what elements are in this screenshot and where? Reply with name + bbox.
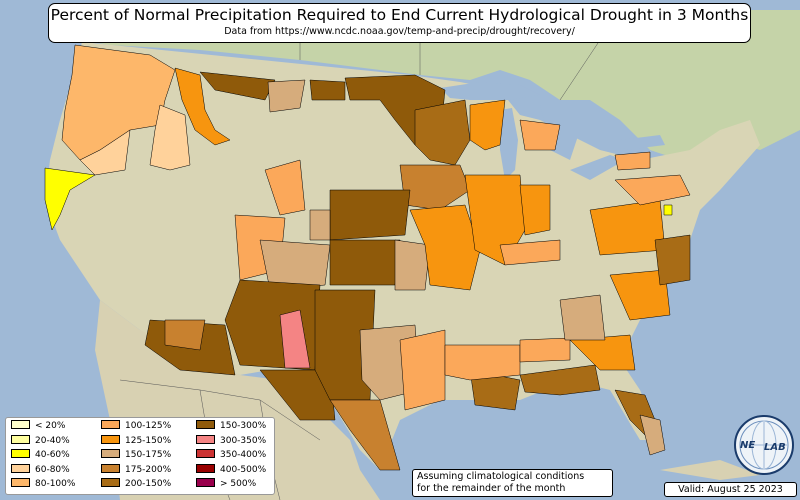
lake-ontario (620, 135, 665, 150)
region-montana-brown (199, 71, 276, 101)
legend-item: 20-40% (11, 434, 70, 447)
region-oklahoma-brown (329, 239, 401, 286)
legend-swatch (196, 478, 215, 487)
region-texas-orange (399, 329, 446, 411)
region-indiana (519, 184, 551, 236)
region-oklahoma-tan (394, 239, 431, 291)
legend-item: 150-175% (101, 449, 172, 461)
lake-michigan (500, 108, 518, 180)
region-michigan (469, 99, 506, 151)
legend-swatch (101, 449, 120, 458)
legend-swatch (196, 449, 215, 458)
legend-item: 200-150% (101, 478, 172, 490)
legend-swatch (196, 420, 215, 429)
region-kansas-brown (329, 189, 411, 241)
legend-label: < 20% (35, 421, 66, 431)
legend: < 20% 20-40% 40-60% 60-80% 80-100% 100-125% 12… (5, 417, 275, 495)
nelab-logo-icon: NE LAB (734, 415, 794, 475)
map-subtitle: Data from https://www.ncdc.noaa.gov/temp… (224, 26, 575, 37)
legend-item: 175-200% (101, 463, 172, 476)
region-michigan-east (519, 119, 561, 151)
legend-label: 200-150% (125, 479, 172, 489)
legend-swatch (101, 463, 120, 473)
region-virginia (589, 199, 666, 256)
region-arizona-tan (164, 319, 206, 351)
legend-label: 80-100% (35, 479, 76, 489)
legend-swatch (101, 420, 120, 429)
map-title: Percent of Normal Precipitation Required… (50, 6, 749, 24)
legend-swatch (11, 463, 30, 473)
region-washington-yellow (44, 167, 96, 231)
region-gulf-coast (519, 364, 601, 396)
region-maryland (663, 204, 673, 216)
legend-swatch (11, 478, 30, 487)
logo-text-right: LAB (764, 442, 786, 453)
region-new-england (614, 151, 651, 171)
legend-item: 80-100% (11, 478, 76, 490)
legend-label: 400-500% (220, 464, 267, 475)
legend-item: 400-500% (196, 463, 267, 476)
legend-label: 350-400% (220, 450, 267, 460)
region-texas-south (329, 399, 401, 471)
legend-item: 125-150% (101, 434, 172, 447)
title-box: Percent of Normal Precipitation Required… (48, 3, 751, 43)
region-dakotas-brown (309, 79, 346, 101)
region-missouri (409, 204, 481, 291)
region-newmexico-red (279, 309, 311, 369)
region-kentucky (499, 239, 561, 266)
legend-label: 40-60% (35, 450, 70, 460)
region-montana-orange (174, 67, 231, 146)
legend-item: > 500% (196, 478, 257, 490)
region-carolinas (609, 269, 671, 321)
region-idaho-light (149, 104, 191, 171)
legend-item: 300-350% (196, 434, 267, 447)
legend-label: 100-125% (125, 421, 172, 431)
legend-item: 100-125% (101, 420, 172, 432)
legend-swatch (101, 434, 120, 444)
region-mississippi (444, 344, 521, 381)
assumption-note: Assuming climatological conditions for t… (412, 469, 613, 497)
region-texas-west-brown (259, 369, 336, 421)
legend-label: 175-200% (125, 464, 172, 475)
legend-swatch (196, 463, 215, 473)
legend-swatch (101, 478, 120, 487)
legend-label: 60-80% (35, 464, 70, 475)
legend-label: > 500% (220, 479, 257, 489)
legend-swatch (11, 420, 30, 429)
region-tennessee (519, 337, 571, 363)
legend-label: 20-40% (35, 435, 70, 446)
legend-label: 125-150% (125, 435, 172, 446)
lake-erie (570, 155, 625, 180)
logo-text-left: NE (740, 440, 755, 451)
valid-date: Valid: August 25 2023 (664, 482, 797, 497)
note-line-2: for the remainder of the month (417, 483, 566, 494)
region-nc-coast (654, 234, 691, 286)
canada-land (60, 10, 800, 170)
region-utah-orange (264, 159, 306, 216)
lake-superior (440, 82, 540, 100)
legend-item: 350-400% (196, 449, 267, 461)
legend-swatch (11, 449, 30, 458)
legend-label: 300-350% (220, 435, 267, 446)
legend-item: 60-80% (11, 463, 70, 476)
legend-item: < 20% (11, 420, 66, 432)
cuba (660, 460, 760, 480)
region-oregon-light (79, 129, 131, 176)
region-southeast-orange (569, 334, 636, 371)
region-colorado-tan (259, 239, 331, 291)
note-line-1: Assuming climatological conditions (417, 471, 585, 482)
legend-item: 40-60% (11, 449, 70, 461)
legend-swatch (196, 434, 215, 444)
region-montana-tan (267, 79, 306, 113)
legend-item: 150-300% (196, 420, 267, 432)
region-alabama-tan (559, 294, 606, 341)
legend-swatch (11, 434, 30, 444)
legend-label: 150-175% (125, 450, 172, 460)
region-northeast-orange (614, 174, 691, 206)
region-kansas-tan (309, 209, 331, 241)
drought-regions (44, 44, 691, 471)
region-florida-tan (639, 414, 666, 456)
legend-label: 150-300% (220, 421, 267, 431)
